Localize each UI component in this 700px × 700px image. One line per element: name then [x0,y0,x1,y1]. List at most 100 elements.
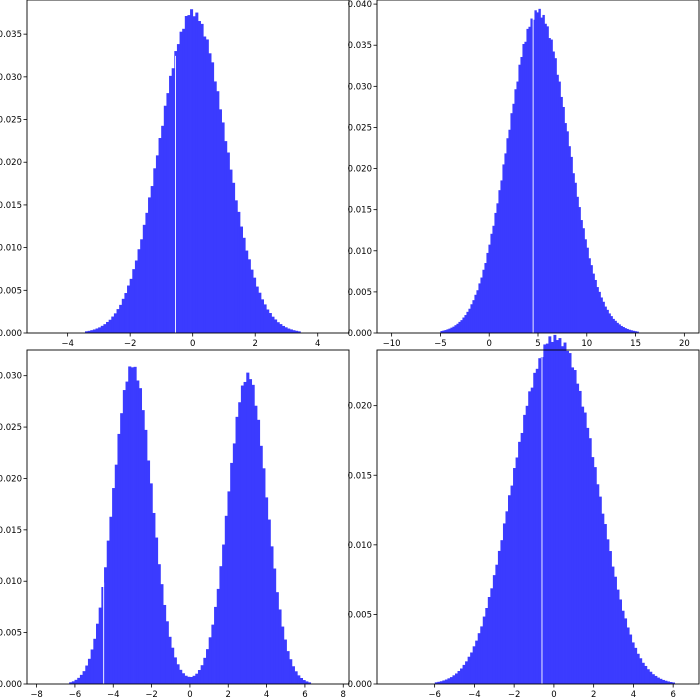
histogram-bar [106,540,110,684]
histogram-bar [580,220,583,333]
histogram-bars [69,366,312,684]
histogram-bar [656,677,660,684]
histogram-bar [248,379,253,684]
histogram-bar [93,638,97,684]
histogram-bar [462,664,466,684]
histogram-bars [85,9,301,334]
y-tick-label: 0.005 [348,288,372,298]
histogram-bar [307,682,312,684]
histogram-bar [230,462,234,684]
histogram-bar [554,58,557,333]
histogram-bar [171,68,175,333]
histogram-bar [534,10,537,333]
histogram-bar [538,358,542,684]
histogram-bar [513,468,516,684]
histogram-bar [553,334,557,684]
histogram-bar [284,327,288,333]
histogram-bar [487,597,491,684]
histogram-bar [514,89,517,333]
histogram-bar [192,675,196,684]
y-tick-label: 0.015 [0,526,22,536]
histogram-bar [214,606,218,684]
histogram-bar [636,653,640,684]
y-tick-label: 0.010 [348,247,372,257]
histogram-bar [566,350,569,684]
x-tick-label: 8 [341,690,346,700]
histogram-bar [292,330,296,333]
histogram-bar [610,316,613,333]
histogram-bar [602,301,605,333]
y-tick-label: 0.010 [0,244,22,254]
histogram-bar [240,385,244,684]
histogram-bar [466,311,469,333]
histogram-bar [283,639,287,684]
histogram-bar [157,564,161,684]
histogram-bar [542,14,545,333]
histogram-bar [472,300,475,333]
histogram-bar [526,28,529,333]
histogram-bar [497,550,501,684]
histogram-bar [77,677,81,684]
histogram-bar [480,277,483,333]
histogram-bar [218,109,222,333]
histogram-bar [262,468,266,684]
histogram-bar [179,31,183,333]
histogram-bar [550,39,553,333]
histogram-bar [624,618,628,684]
x-tick-label: −8 [30,690,43,700]
histogram-bar [132,269,136,333]
histogram-bar [442,680,446,684]
histogram-bar [628,329,631,333]
y-tick-label: 0.015 [348,206,372,216]
histogram-bar [141,410,145,684]
histogram-bar [622,327,625,333]
histogram-bar [530,387,534,684]
histogram-bar [108,319,112,333]
histogram-bar [101,587,105,684]
y-tick-label: 0.020 [348,402,372,412]
histogram-bar [195,12,199,334]
histogram-bar [120,413,124,684]
histogram-bar [158,138,162,333]
histogram-bar [90,330,94,333]
histogram-bar [92,329,96,333]
histogram-bar [245,250,249,333]
histogram-bar [434,682,438,684]
histogram-bar [634,331,637,333]
histogram-bar [291,666,295,684]
x-tick-label: 6 [302,690,307,700]
histogram-bar [540,17,543,334]
histogram-bar [520,432,524,684]
histogram-bar [266,309,270,333]
histogram-bar [179,669,183,684]
histogram-bar [632,330,635,333]
histogram-panel-bottom-left: 0.000 0.005 0.010 0.015 0.020 0.025 0.030 −8 −6 −… [0,349,350,700]
histogram-bar [606,309,609,333]
x-tick-label: 0 [487,339,492,349]
histogram-bar [516,81,519,333]
x-tick-label: −5 [434,339,447,349]
histogram-bar [305,681,309,684]
histogram-bar [464,315,467,333]
histogram-bar [161,125,165,333]
histogram-bar [176,664,180,684]
x-tick-label: −4 [468,690,481,700]
histogram-bar [631,642,635,684]
histogram-bar [523,414,527,684]
histogram-bar [485,608,489,684]
histogram-bar [130,367,134,684]
histogram-bar [518,64,521,333]
histogram-bar [659,678,663,684]
y-tick-label: 0.005 [0,629,22,639]
histogram-bar [129,278,133,333]
x-tick-label: 15 [630,339,641,349]
x-tick-label: −6 [69,690,82,700]
y-tick-label: 0.020 [0,158,22,168]
histogram-bar [616,589,620,684]
histogram-bar [152,512,156,684]
histogram-bar [440,331,443,333]
histogram-bar [235,416,239,684]
histogram-bar [295,330,299,333]
histogram-bar [163,604,167,684]
